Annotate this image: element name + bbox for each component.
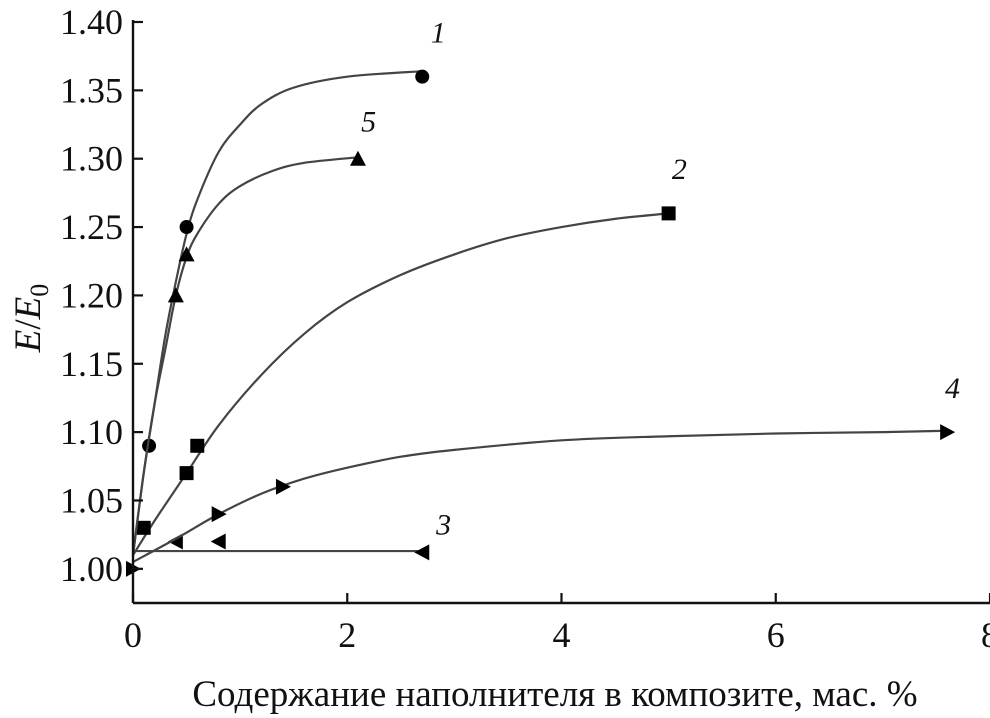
- y-tick-label: 1.35: [60, 70, 123, 110]
- series-1-point: [179, 220, 194, 235]
- series-2-point: [136, 520, 151, 535]
- y-axis-title-main: E: [8, 330, 49, 354]
- y-tick-label: 1.15: [60, 344, 123, 384]
- x-axis-title: Содержание наполнителя в композите, мас.…: [192, 674, 917, 715]
- series-1-point: [415, 69, 430, 84]
- series-3-point: [414, 544, 430, 561]
- series-1-label: 1: [431, 17, 446, 50]
- y-tick-label: 1.10: [60, 412, 123, 452]
- series-4-curve: [132, 429, 948, 563]
- y-axis: 1.00 1.05 1.10 1.15 1.20 1.25 1.30 1.35 1.40: [60, 2, 143, 603]
- series-4-point: [211, 506, 227, 523]
- y-tick-label: 1.05: [60, 480, 123, 520]
- x-tick-label: 8: [981, 615, 990, 655]
- y-tick-label: 1.40: [60, 2, 123, 42]
- series-2-point: [179, 466, 194, 481]
- series-5-label: 5: [361, 105, 376, 138]
- y-axis-title: E/E0: [8, 284, 54, 354]
- y-axis-title-sub: 0: [25, 284, 54, 297]
- series-1-point: [142, 438, 157, 453]
- series-2-point: [190, 438, 205, 453]
- series-3: 3: [133, 509, 451, 561]
- y-axis-title-sep: /: [8, 319, 49, 330]
- x-axis: 0 2 4 6 8: [124, 593, 990, 655]
- series-5-point: [349, 150, 366, 166]
- series-5: 5: [131, 105, 376, 556]
- y-axis-title-denom: E: [8, 297, 49, 321]
- y-tick-label: 1.20: [60, 275, 123, 315]
- y-tick-label: 1.30: [60, 139, 123, 179]
- series-4: 4: [126, 372, 960, 577]
- series-4-point: [940, 424, 956, 441]
- series-3-label: 3: [435, 509, 451, 542]
- series-2-point: [661, 206, 676, 221]
- series-2-curve: [132, 212, 669, 556]
- series-2: 2: [132, 153, 687, 556]
- series-5-curve: [131, 156, 359, 556]
- series-2-label: 2: [672, 153, 687, 186]
- x-tick-label: 6: [767, 615, 785, 655]
- series-3-point: [210, 533, 226, 550]
- y-tick-label: 1.00: [60, 549, 123, 589]
- x-tick-label: 0: [124, 615, 142, 655]
- y-tick-label: 1.25: [60, 207, 123, 247]
- x-tick-label: 2: [338, 615, 356, 655]
- series-5-point: [167, 287, 184, 303]
- x-tick-label: 4: [553, 615, 571, 655]
- series-4-label: 4: [945, 372, 960, 405]
- series-4-point: [275, 478, 291, 495]
- plot-area: 1 2 3 4 5: [126, 17, 960, 577]
- series-5-point: [178, 246, 195, 262]
